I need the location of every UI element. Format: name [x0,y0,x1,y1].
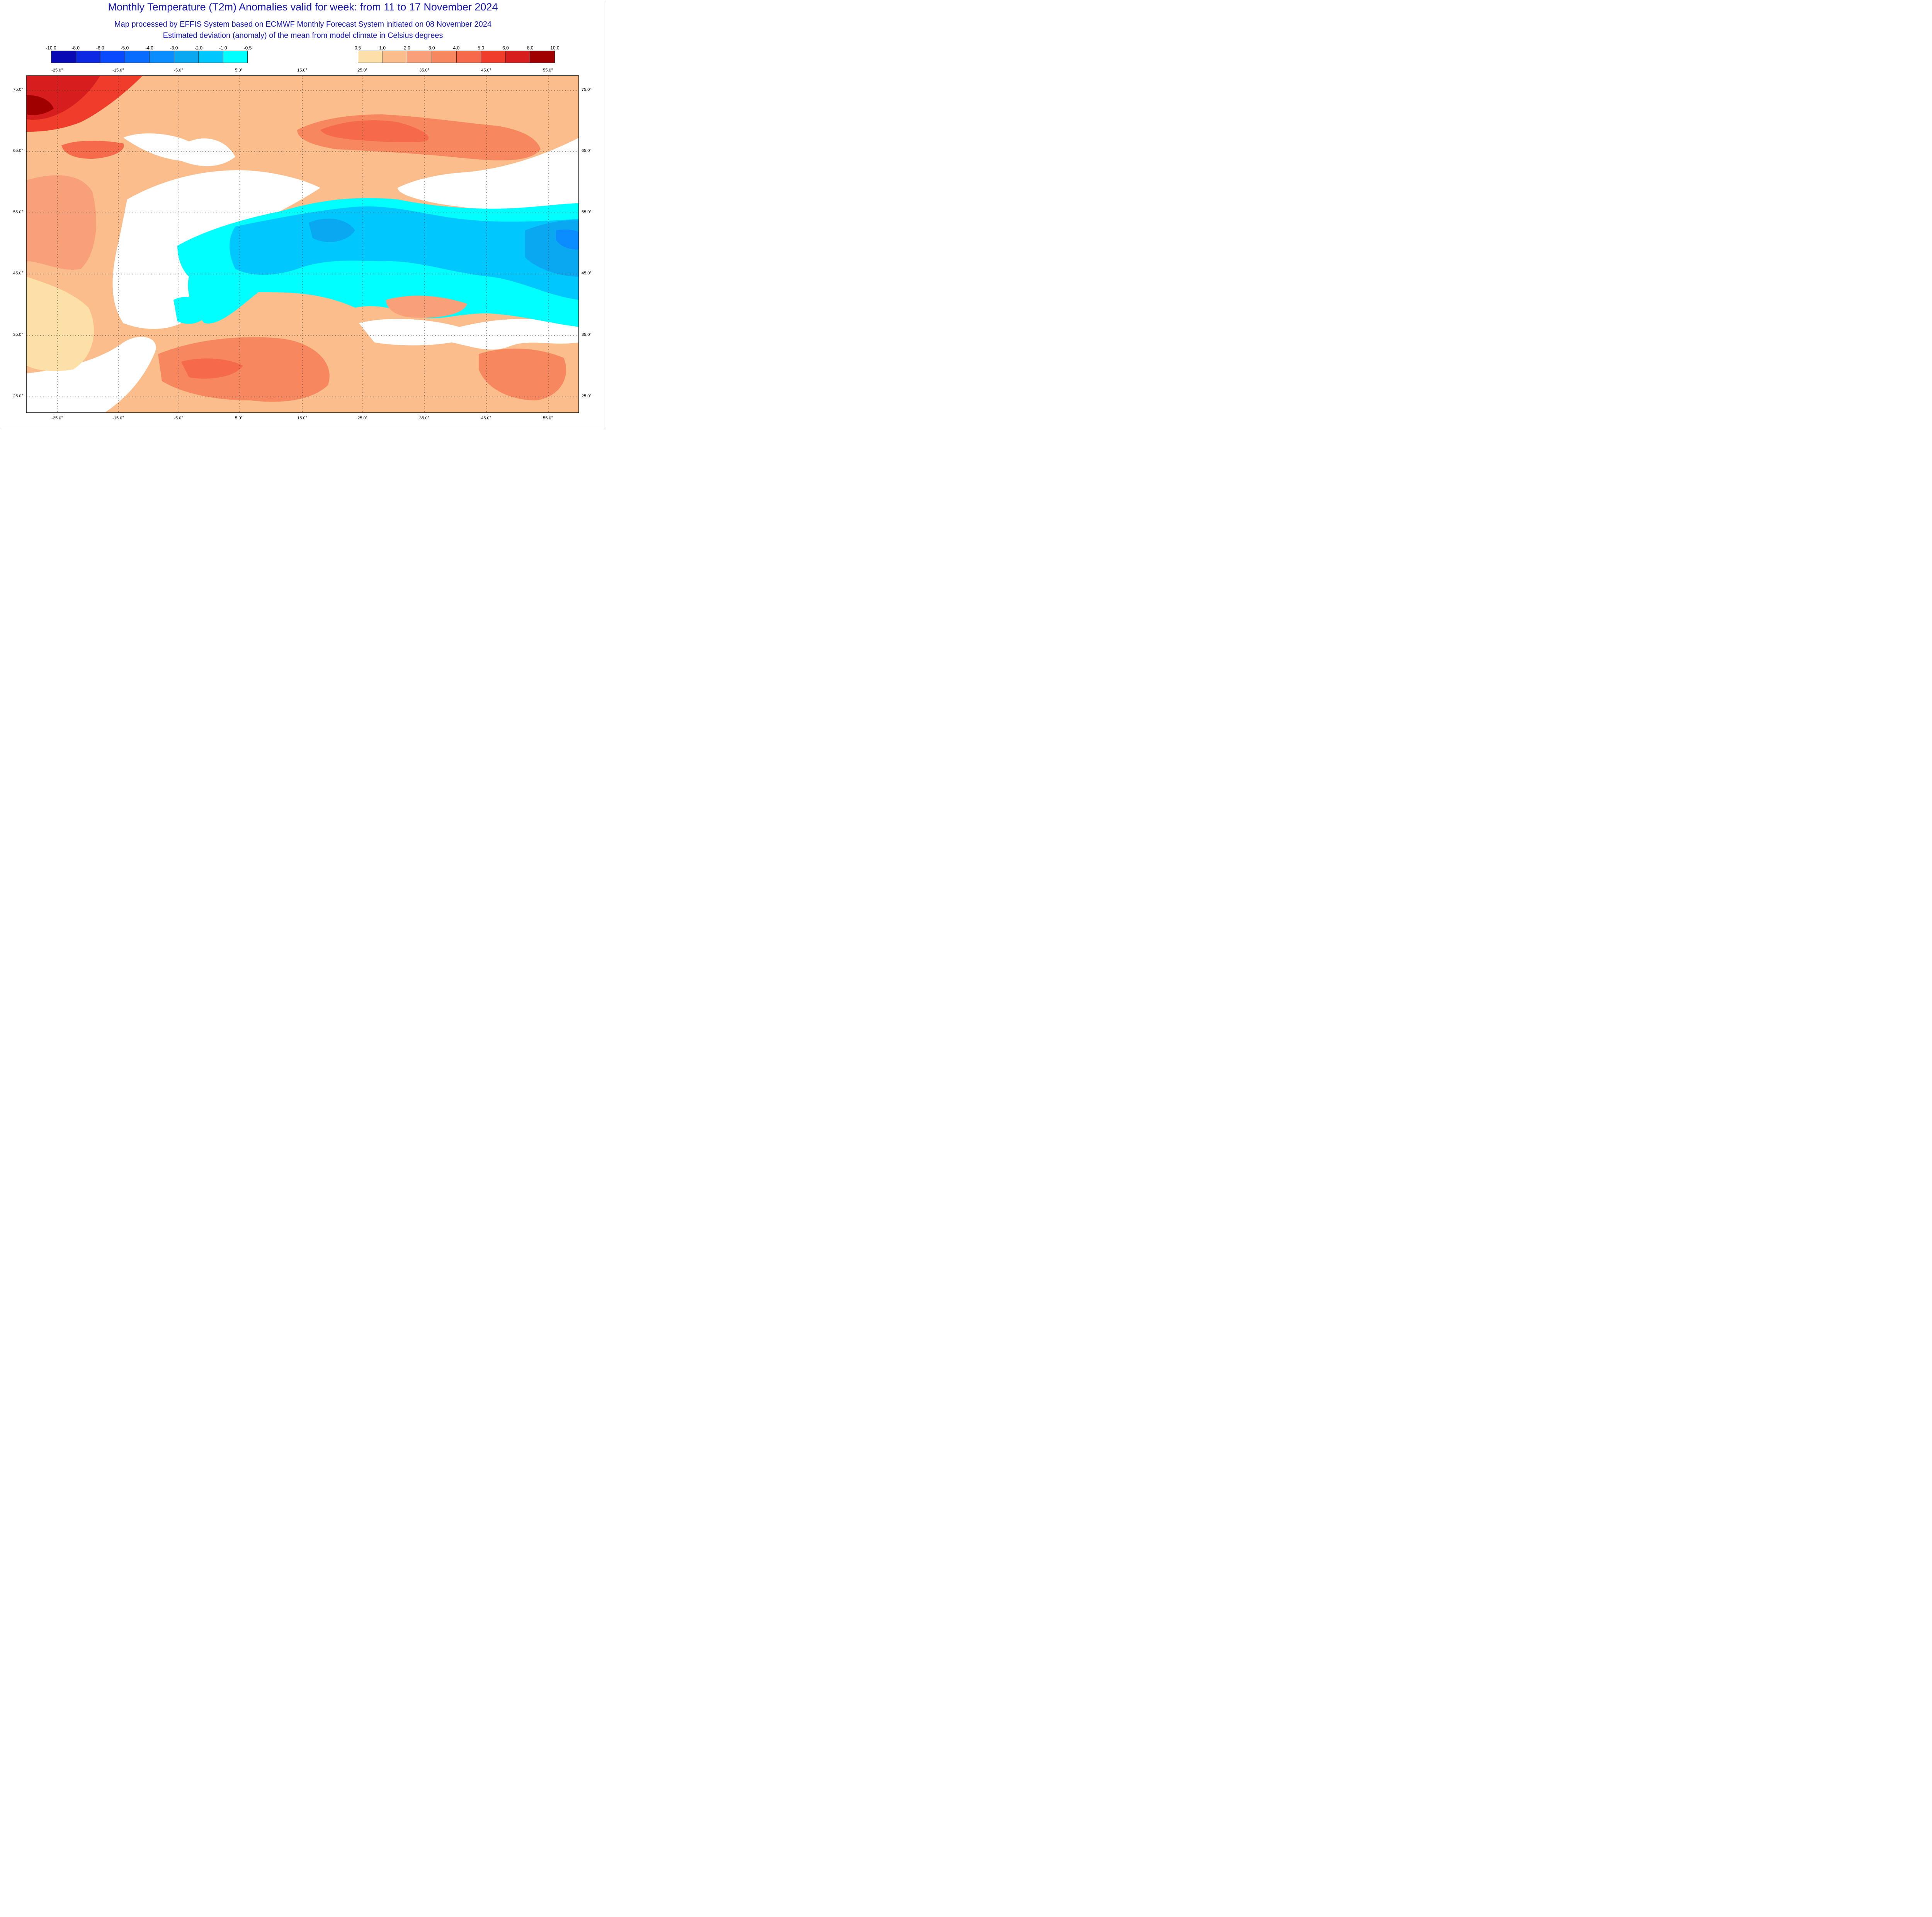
legend-cold-swatch [223,51,247,63]
neutral-zone-europe-west [112,170,320,329]
legend-warm-tick-label: 0.5 [354,45,361,51]
cold-core-russia-deep [556,229,578,250]
warm-greenland-peak [27,95,54,115]
lon-label-bottom: 35.0° [419,416,429,421]
legend-cold-tick-label: -0.5 [243,45,252,51]
cold-patch-iberia [173,296,208,324]
lat-label-left: 25.0° [13,394,23,398]
legend-warm-tick-label: 2.0 [404,45,410,51]
legend-warm-swatch [481,51,506,63]
warm-sahara [158,337,330,402]
legend-cold-swatch [199,51,223,63]
anomaly-map [26,75,579,413]
lon-label-top: 35.0° [419,68,429,73]
warm-turkey [386,296,467,318]
legend-cold-swatch [174,51,199,63]
legend-cold-swatch [125,51,150,63]
legend-warm-ticks: 0.5 1.0 2.0 3.0 4.0 5.0 6.0 8.0 10.0 [354,45,560,51]
legend-cold-tick-label: -3.0 [170,45,178,51]
legend-cold-tick-label: -10.0 [46,45,56,51]
legend-cold-swatch [150,51,174,63]
legend-cold-tick-label: -5.0 [121,45,129,51]
legend-cold-tick-label: -1.0 [219,45,227,51]
lat-label-left: 55.0° [13,210,23,215]
legend-cold-colorbar [51,51,248,63]
neutral-zone-russia [398,138,578,211]
lon-label-bottom: 5.0° [235,416,243,421]
legend-warm-tick-label: 3.0 [428,45,435,51]
warm-iceland [61,141,124,159]
legend-cold-swatch [51,51,76,63]
legend-warm-tick-label: 1.0 [379,45,386,51]
legend-warm-swatch [432,51,457,63]
legend-warm-tick-label: 6.0 [502,45,509,51]
lon-label-bottom: 15.0° [297,416,307,421]
lat-label-right: 75.0° [582,87,592,92]
map-subtitle-units: Estimated deviation (anomaly) of the mea… [163,31,443,40]
lat-label-right: 65.0° [582,148,592,153]
figure-frame [1,1,604,427]
graticule-svg [27,76,578,412]
lat-label-left: 45.0° [13,271,23,276]
lon-label-bottom: 45.0° [481,416,491,421]
legend-cold-tick-label: -4.0 [145,45,153,51]
cold-band-medium-blue [309,218,355,242]
map-subtitle-source: Map processed by EFFIS System based on E… [114,20,492,29]
legend-cold-tick-label: -6.0 [96,45,104,51]
legend-warm-swatch [530,51,554,63]
warm-nordic-core [320,120,429,143]
legend-cold-tick-label: -2.0 [194,45,203,51]
lon-label-bottom: -15.0° [112,416,124,421]
lon-label-top: 55.0° [543,68,553,73]
legend-cold-ticks: -10.0 -8.0 -6.0 -5.0 -4.0 -3.0 -2.0 -1.0 -0.5 [46,45,252,51]
neutral-zone-mideast [359,319,578,350]
lat-label-right: 55.0° [582,210,592,215]
legend-warm-tick-label: 5.0 [478,45,485,51]
lat-label-right: 25.0° [582,394,592,398]
neutral-zone-north-atlantic [123,133,235,166]
lon-label-top: 5.0° [235,68,243,73]
lon-label-top: 25.0° [357,68,367,73]
lat-label-left: 35.0° [13,332,23,337]
lat-label-right: 35.0° [582,332,592,337]
lon-label-bottom: -5.0° [174,416,183,421]
warm-light-atlantic [27,277,94,371]
legend-cold-swatch [76,51,100,63]
lon-label-top: -25.0° [51,68,63,73]
legend-warm-swatch [505,51,531,63]
lat-label-right: 45.0° [582,271,592,276]
lon-label-bottom: -25.0° [51,416,63,421]
warm-sahara-core [181,358,243,379]
legend-warm-colorbar [358,51,555,63]
lon-label-top: -5.0° [174,68,183,73]
legend-warm-tick-label: 8.0 [527,45,534,51]
legend-cold-swatch [100,51,125,63]
legend-warm-tick-label: 10.0 [550,45,560,51]
lon-label-top: 15.0° [297,68,307,73]
legend-warm-swatch [383,51,408,63]
warm-arabia [479,349,566,400]
legend-cold-tick-label: -8.0 [71,45,80,51]
lon-label-top: 45.0° [481,68,491,73]
lon-label-bottom: 55.0° [543,416,553,421]
lon-label-bottom: 25.0° [357,416,367,421]
lon-label-top: -15.0° [112,68,124,73]
lat-label-left: 75.0° [13,87,23,92]
neutral-zone-north-africa [27,337,156,412]
map-title: Monthly Temperature (T2m) Anomalies vali… [108,1,498,13]
legend-warm-swatch [456,51,481,63]
legend-warm-swatch [358,51,383,63]
legend-warm-swatch [407,51,432,63]
warm-atlantic-west [27,175,96,270]
lat-label-left: 65.0° [13,148,23,153]
legend-warm-tick-label: 4.0 [453,45,460,51]
